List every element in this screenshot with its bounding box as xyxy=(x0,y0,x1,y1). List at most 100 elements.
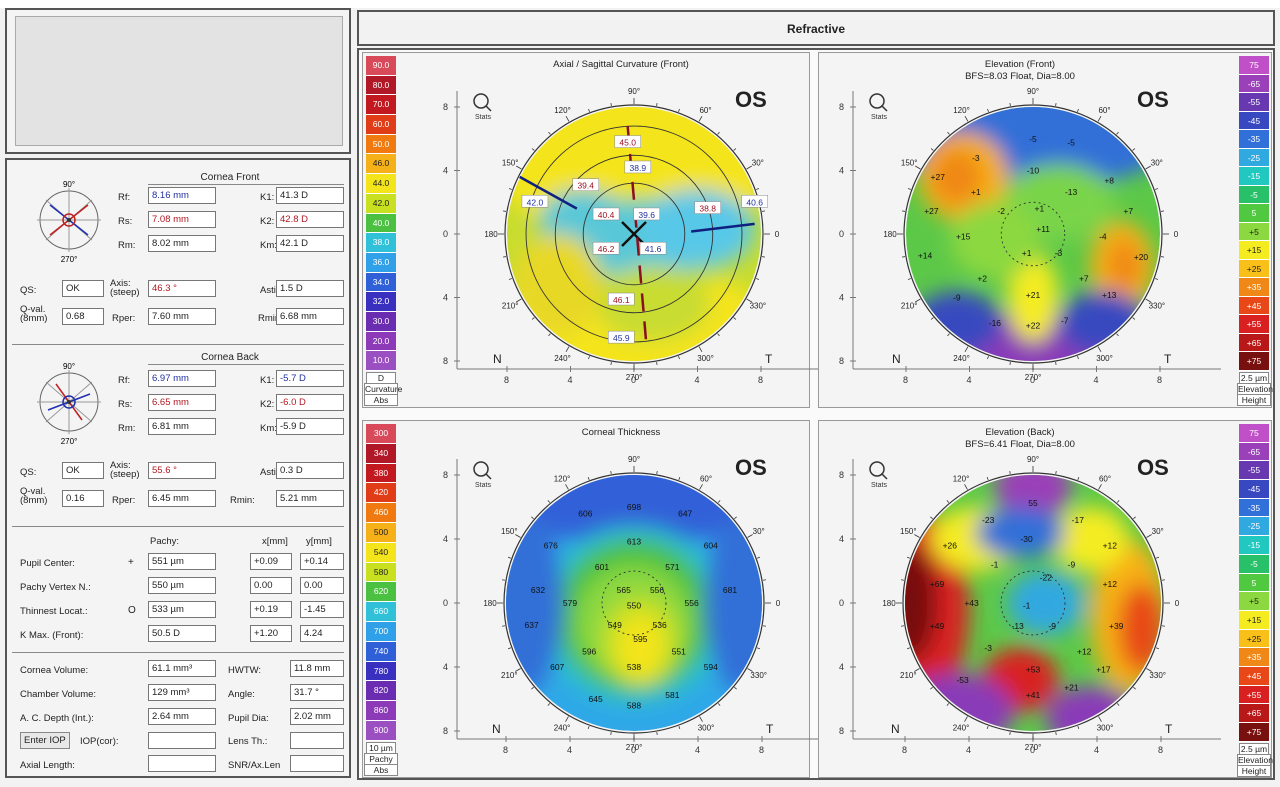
pachy-row-y: 0.00 xyxy=(300,577,344,594)
degree-label: 30° xyxy=(753,527,765,536)
scale-label-2: Abs xyxy=(364,763,398,776)
x-tick: 0 xyxy=(631,375,636,385)
x-tick: 4 xyxy=(1094,745,1099,755)
color-scale[interactable]: 75 -65 -55 -45 -35 -25 -15 -5 5 +5 +15 +25 +35 +45 +55… xyxy=(1239,56,1269,371)
map-panel-thickness[interactable]: 300 340 380 420 460 500 540 580 620 660 700 740 780 8… xyxy=(362,420,819,778)
map-value: 681 xyxy=(723,585,737,595)
scale-value: 36.0 xyxy=(366,252,396,273)
top-strip xyxy=(0,0,1280,8)
degree-label: 120° xyxy=(953,474,970,483)
scale-value: 70.0 xyxy=(366,95,396,116)
qval-value: 0.16 xyxy=(62,490,104,507)
scale-value: +55 xyxy=(1239,685,1269,705)
zoom-icon xyxy=(869,93,885,109)
stats-label: Stats xyxy=(871,114,887,121)
degree-label: 330° xyxy=(750,671,767,680)
degree-label: 210° xyxy=(501,671,518,680)
divider xyxy=(148,364,344,365)
map-panel-elev_front[interactable]: 75 -65 -55 -45 -35 -25 -15 -5 5 +5 +15 +25 +35 +45 +55… xyxy=(818,52,1273,408)
scale-value: -65 xyxy=(1239,74,1269,93)
cornea-front-compass: 90° 270° xyxy=(37,180,101,264)
color-scale[interactable]: 75 -65 -55 -45 -35 -25 -15 -5 5 +5 +15 +25 +35 +45 +55… xyxy=(1239,424,1269,742)
scale-value: +65 xyxy=(1239,704,1269,723)
degree-label: 300° xyxy=(1096,354,1113,363)
x-tick: 4 xyxy=(695,375,700,385)
map-value: 538 xyxy=(627,662,641,672)
map-value: 565 xyxy=(617,585,631,595)
scale-value: 820 xyxy=(366,681,396,702)
map-value: 607 xyxy=(550,662,564,672)
topography-map[interactable]: 8 4 0 4 8 8 4 0 4 8 90° 270° 120° 60° 150° 30° 240° 300° 2… xyxy=(427,77,825,403)
topography-map[interactable]: 8 4 0 4 8 8 4 0 4 8 90° 270° 120° 60° 150° 30° 240° 300° 2… xyxy=(823,445,1227,773)
temporal-label: T xyxy=(765,352,773,366)
map-panel-elev_back[interactable]: 75 -65 -55 -45 -35 -25 -15 -5 5 +5 +15 +25 +35 +45 +55… xyxy=(818,420,1273,778)
topography-map[interactable]: 8 4 0 4 8 8 4 0 4 8 90° 270° 120° 60° 150° 30° 240° 300° 2… xyxy=(427,445,825,773)
map-value: 45.0 xyxy=(619,138,636,148)
degree-label: 90° xyxy=(628,87,640,96)
map-panel-axial[interactable]: 90.0 80.0 70.0 60.0 50.0 46.0 44.0 42.0 40.0 38.0… xyxy=(362,52,819,408)
color-scale[interactable]: 300 340 380 420 460 500 540 580 620 660 700 740 780 8… xyxy=(366,424,396,741)
y-col-header: y[mm] xyxy=(306,536,332,547)
chamber-row-value2: 2.02 mm xyxy=(290,708,344,725)
x-tick: 8 xyxy=(902,745,907,755)
scale-label-2: Height xyxy=(1237,393,1271,406)
degree-label: 0 xyxy=(1175,599,1180,608)
scale-label-2: Abs xyxy=(364,394,398,407)
eye-label: OS xyxy=(1137,455,1169,480)
map-value: 536 xyxy=(653,620,667,630)
divider xyxy=(12,344,344,345)
map-subtitle: BFS=8.03 Float, Dia=8.00 xyxy=(965,71,1075,82)
scale-value: 40.0 xyxy=(366,213,396,234)
map-value: 38.8 xyxy=(699,204,716,214)
map-value: 38.9 xyxy=(630,163,647,173)
stats-label: Stats xyxy=(871,482,887,489)
axial-length-input[interactable] xyxy=(148,755,216,772)
scale-value: 740 xyxy=(366,641,396,662)
degree-label: 150° xyxy=(501,527,518,536)
scale-value: +25 xyxy=(1239,629,1269,649)
axis-label: Axis: (steep) xyxy=(110,278,140,298)
pachy-row-label: Pachy Vertex N.: xyxy=(20,582,91,593)
degree-label: 240° xyxy=(554,724,571,733)
snr-value xyxy=(290,755,344,772)
x-tick: 8 xyxy=(759,745,764,755)
compass-top-label: 90° xyxy=(63,180,75,189)
scale-value: +15 xyxy=(1239,241,1269,260)
degree-label: 30° xyxy=(1152,527,1164,536)
keratometry-label: Km: xyxy=(260,240,277,251)
scale-value: 75 xyxy=(1239,424,1269,443)
y-tick: 8 xyxy=(839,102,844,112)
scale-value: 75 xyxy=(1239,56,1269,75)
scale-value: 44.0 xyxy=(366,174,396,194)
pachy-row-y: +0.14 xyxy=(300,553,344,570)
qval-value: 0.68 xyxy=(62,308,104,325)
radius-value: 6.81 mm xyxy=(148,418,216,435)
x-tick: 8 xyxy=(1158,745,1163,755)
keratometry-value: 42.8 D xyxy=(276,211,344,228)
map-value: 39.4 xyxy=(577,181,594,191)
lens-th-value xyxy=(290,732,344,749)
iop-cor-input[interactable] xyxy=(148,732,216,749)
degree-label: 300° xyxy=(698,724,715,733)
enter-iop-button[interactable]: Enter IOP xyxy=(20,732,70,749)
topography-map[interactable]: 8 4 0 4 8 8 4 0 4 8 90° 270° 120° 60° 150° 30° 240° 300° 2… xyxy=(823,77,1227,403)
map-value: 579 xyxy=(563,598,577,608)
map-value: +12 xyxy=(1077,647,1092,657)
map-value: -30 xyxy=(1020,534,1033,544)
scale-value: 60.0 xyxy=(366,115,396,135)
map-value: +43 xyxy=(964,598,979,608)
map-value: +12 xyxy=(1103,579,1118,589)
map-value: -2 xyxy=(997,206,1005,216)
y-tick: 0 xyxy=(839,229,844,239)
color-scale[interactable]: 90.0 80.0 70.0 60.0 50.0 46.0 44.0 42.0 40.0 38.0… xyxy=(366,56,396,371)
pachy-row-value: 50.5 D xyxy=(148,625,216,642)
map-value: 45.9 xyxy=(613,333,630,343)
map-value: 46.1 xyxy=(613,295,630,305)
chamber-row-value2: 31.7 ° xyxy=(290,684,344,701)
preview-panel xyxy=(5,8,351,154)
y-tick: 4 xyxy=(443,166,448,176)
radius-label: Rs: xyxy=(118,399,133,410)
map-value: 581 xyxy=(665,690,679,700)
chamber-row-value: 61.1 mm³ xyxy=(148,660,216,677)
map-value: 613 xyxy=(627,537,641,547)
